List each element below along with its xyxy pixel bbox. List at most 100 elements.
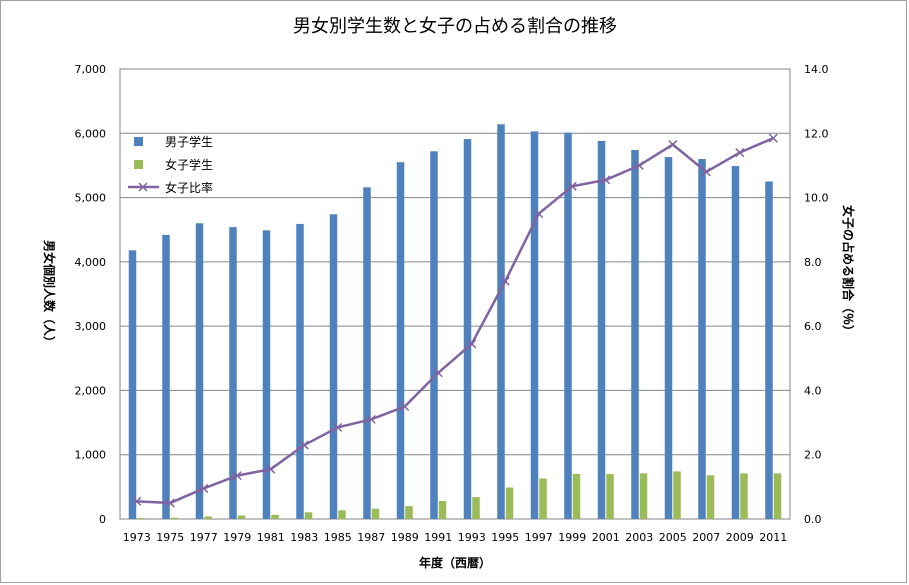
left-tick-label: 3,000 xyxy=(75,320,107,333)
bar-male xyxy=(430,151,438,520)
left-tick-label: 6,000 xyxy=(75,127,107,140)
bar-female xyxy=(137,518,145,519)
left-axis-ticks: 0 1,000 2,000 3,000 4,000 5,000 6,000 7,000 xyxy=(75,63,107,526)
x-tick-label: 1993 xyxy=(458,531,486,544)
legend-label-male: 男子学生 xyxy=(165,134,213,149)
right-axis-title: 女子の占める割合（％） xyxy=(841,205,856,337)
left-axis-title: 男女個別人数（人） xyxy=(42,240,57,348)
bar-female xyxy=(304,512,313,519)
ratio-marker xyxy=(366,414,376,424)
x-tick-label: 2007 xyxy=(692,531,720,544)
ratio-marker-stroke xyxy=(634,160,644,170)
legend-label-ratio: 女子比率 xyxy=(165,180,213,195)
ratio-marker-stroke xyxy=(534,209,544,219)
ratio-marker xyxy=(299,440,309,450)
legend-marker-stroke xyxy=(138,182,148,192)
x-tick-label: 2011 xyxy=(759,531,787,544)
right-tick-label: 12.0 xyxy=(804,127,829,140)
bar-female xyxy=(539,478,547,519)
bar-female xyxy=(371,508,380,519)
ratio-marker-stroke xyxy=(333,422,343,432)
x-tick-label: 1991 xyxy=(424,531,452,544)
bar-female xyxy=(204,516,212,519)
legend-swatch-female xyxy=(134,160,143,169)
ratio-marker-stroke xyxy=(701,167,711,177)
x-tick-label: 2009 xyxy=(726,531,754,544)
right-tick-label: 6.0 xyxy=(804,320,822,333)
ratio-marker-stroke xyxy=(567,181,577,191)
right-tick-label: 0.0 xyxy=(804,513,822,526)
x-tick-label: 1979 xyxy=(223,531,251,544)
x-tick-label: 1997 xyxy=(525,531,553,544)
left-tick-label: 7,000 xyxy=(75,63,107,76)
x-tick-label: 1999 xyxy=(558,531,586,544)
ratio-marker xyxy=(701,167,711,177)
bar-male xyxy=(731,166,740,520)
bar-female xyxy=(673,471,681,519)
bar-female xyxy=(405,506,413,519)
bar-male xyxy=(698,159,706,519)
bar-male xyxy=(497,124,505,520)
ratio-line xyxy=(136,136,774,505)
bar-female xyxy=(606,474,614,519)
right-tick-label: 4.0 xyxy=(804,384,822,397)
bar-female xyxy=(338,510,346,519)
x-axis-title: 年度（西暦） xyxy=(419,555,491,570)
legend-label-female: 女子学生 xyxy=(165,157,213,172)
ratio-marker xyxy=(232,471,242,481)
legend-swatch-ratio-marker xyxy=(138,182,148,192)
ratio-marker xyxy=(433,368,443,378)
bar-female xyxy=(740,473,748,519)
bar-female xyxy=(706,475,715,519)
line-series xyxy=(132,133,778,508)
bar-male xyxy=(597,141,606,519)
bar-female xyxy=(572,474,581,519)
right-tick-label: 10.0 xyxy=(804,192,829,205)
bar-male xyxy=(564,132,572,519)
ratio-marker xyxy=(333,422,343,432)
left-tick-label: 0 xyxy=(99,513,106,526)
bar-male xyxy=(664,157,673,520)
left-tick-label: 5,000 xyxy=(75,192,107,205)
ratio-marker-stroke xyxy=(433,368,443,378)
x-tick-label: 1977 xyxy=(190,531,218,544)
bar-male xyxy=(195,223,204,520)
ratio-marker-stroke xyxy=(768,133,778,143)
ratio-marker xyxy=(534,209,544,219)
gridlines xyxy=(120,68,790,456)
ratio-marker xyxy=(467,339,477,349)
bar-male xyxy=(262,230,271,519)
legend-swatch-male xyxy=(134,137,143,146)
right-tick-label: 8.0 xyxy=(804,256,822,269)
right-axis-ticks: 0.0 2.0 4.0 6.0 8.0 10.0 12.0 14.0 xyxy=(804,63,829,526)
ratio-marker-stroke xyxy=(165,498,175,508)
bar-male xyxy=(329,214,338,520)
ratio-marker xyxy=(266,464,276,474)
ratio-marker xyxy=(199,483,209,493)
ratio-marker xyxy=(165,498,175,508)
ratio-marker-stroke xyxy=(299,440,309,450)
x-tick-label: 1989 xyxy=(391,531,419,544)
left-tick-label: 4,000 xyxy=(75,256,107,269)
bar-female xyxy=(170,517,179,519)
ratio-marker xyxy=(400,401,410,412)
bar-series xyxy=(128,124,782,520)
bar-male xyxy=(631,150,639,519)
bar-female xyxy=(472,497,480,519)
x-tick-label: 1987 xyxy=(357,531,385,544)
bar-male xyxy=(296,223,304,519)
plot-area xyxy=(119,68,791,520)
bar-female xyxy=(271,514,279,519)
ratio-marker-stroke xyxy=(199,483,209,493)
right-tick-label: 2.0 xyxy=(804,449,822,462)
bar-male xyxy=(463,139,472,520)
bar-female xyxy=(505,487,514,519)
bar-male xyxy=(128,250,137,520)
ratio-marker-stroke xyxy=(266,464,276,474)
ratio-marker-stroke xyxy=(400,401,410,412)
bar-male xyxy=(229,227,237,519)
x-tick-label: 2005 xyxy=(659,531,687,544)
ratio-marker xyxy=(601,175,611,185)
x-tick-label: 1995 xyxy=(491,531,519,544)
